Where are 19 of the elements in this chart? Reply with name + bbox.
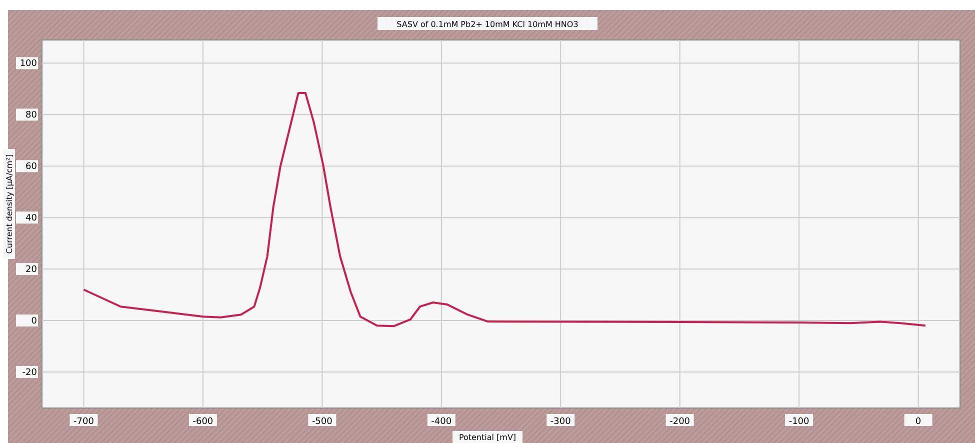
line-series (82, 92, 926, 328)
x-tick-label: -400 (431, 417, 452, 427)
y-tick-label: 0 (31, 316, 38, 327)
x-tick-label: -300 (550, 417, 572, 427)
chart-title: SASV of 0.1mM Pb2+ 10mM KCl 10mM HNO3 (396, 20, 578, 29)
y-tick-label: -20 (22, 368, 38, 378)
x-tick-label: 0 (915, 417, 922, 427)
y-tick-label: 40 (26, 214, 38, 224)
y-tick-label: 20 (26, 265, 38, 276)
y-axis-title: Current density [µA/cm²] (5, 154, 14, 254)
y-tick-label: 100 (20, 59, 38, 70)
x-tick-label: -200 (670, 417, 690, 427)
y-tick-label: 60 (26, 162, 38, 172)
x-tick-label: -600 (192, 417, 214, 427)
y-tick-label: 80 (26, 110, 38, 121)
x-tick-label: -500 (312, 417, 333, 427)
x-tick-label: -700 (74, 417, 94, 427)
x-axis-title: Potential [mV] (458, 433, 516, 442)
x-tick-label: -100 (788, 417, 810, 427)
